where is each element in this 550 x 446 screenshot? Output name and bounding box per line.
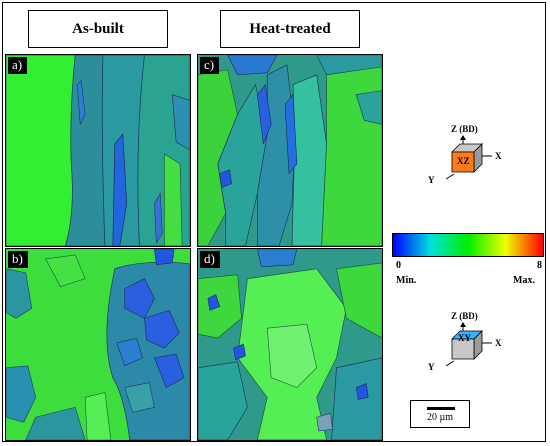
colorbar-min-value: 0 — [396, 260, 401, 271]
orientation-top-z-label: Z (BD) — [451, 124, 478, 134]
panel-b-kam-map: b) — [5, 248, 191, 441]
panel-b-image — [6, 249, 190, 440]
scale-bar-label: 20 µm — [426, 412, 454, 423]
orientation-bottom-y-label: Y — [428, 362, 435, 372]
colorbar-max-label: Max. — [513, 275, 535, 286]
header-heat-treated: Heat-treated — [220, 10, 360, 48]
orientation-top-cube — [440, 134, 500, 180]
panel-d-kam-map: d) — [197, 248, 383, 441]
panel-a-image — [6, 55, 190, 246]
orientation-top-y-label: Y — [428, 175, 435, 185]
panel-c-label: c) — [200, 57, 220, 74]
panel-a-kam-map: a) — [5, 54, 191, 247]
scale-bar-line — [427, 407, 455, 410]
panel-a-label: a) — [8, 57, 28, 74]
colorbar-min-label: Min. — [396, 275, 417, 286]
panel-d-label: d) — [200, 251, 220, 268]
panel-c-kam-map: c) — [197, 54, 383, 247]
header-as-built: As-built — [28, 10, 168, 48]
panel-b-label: b) — [8, 251, 28, 268]
orientation-bottom-cube-icon — [445, 322, 492, 367]
orientation-top-x-label: X — [495, 151, 502, 161]
orientation-bottom-face-label: XY — [458, 333, 471, 343]
orientation-top-face-label: XZ — [457, 156, 470, 166]
panel-c-image — [198, 55, 382, 246]
orientation-bottom-x-label: X — [495, 338, 502, 348]
scale-bar: 20 µm — [410, 400, 470, 428]
kam-colorbar — [392, 233, 544, 257]
panel-d-image — [198, 249, 382, 440]
figure-frame — [2, 2, 546, 442]
orientation-top-face — [451, 151, 475, 173]
orientation-bottom-cube — [440, 321, 500, 367]
colorbar-max-value: 8 — [537, 260, 542, 271]
orientation-top-cube-icon — [445, 135, 492, 180]
orientation-bottom-z-label: Z (BD) — [451, 311, 478, 321]
